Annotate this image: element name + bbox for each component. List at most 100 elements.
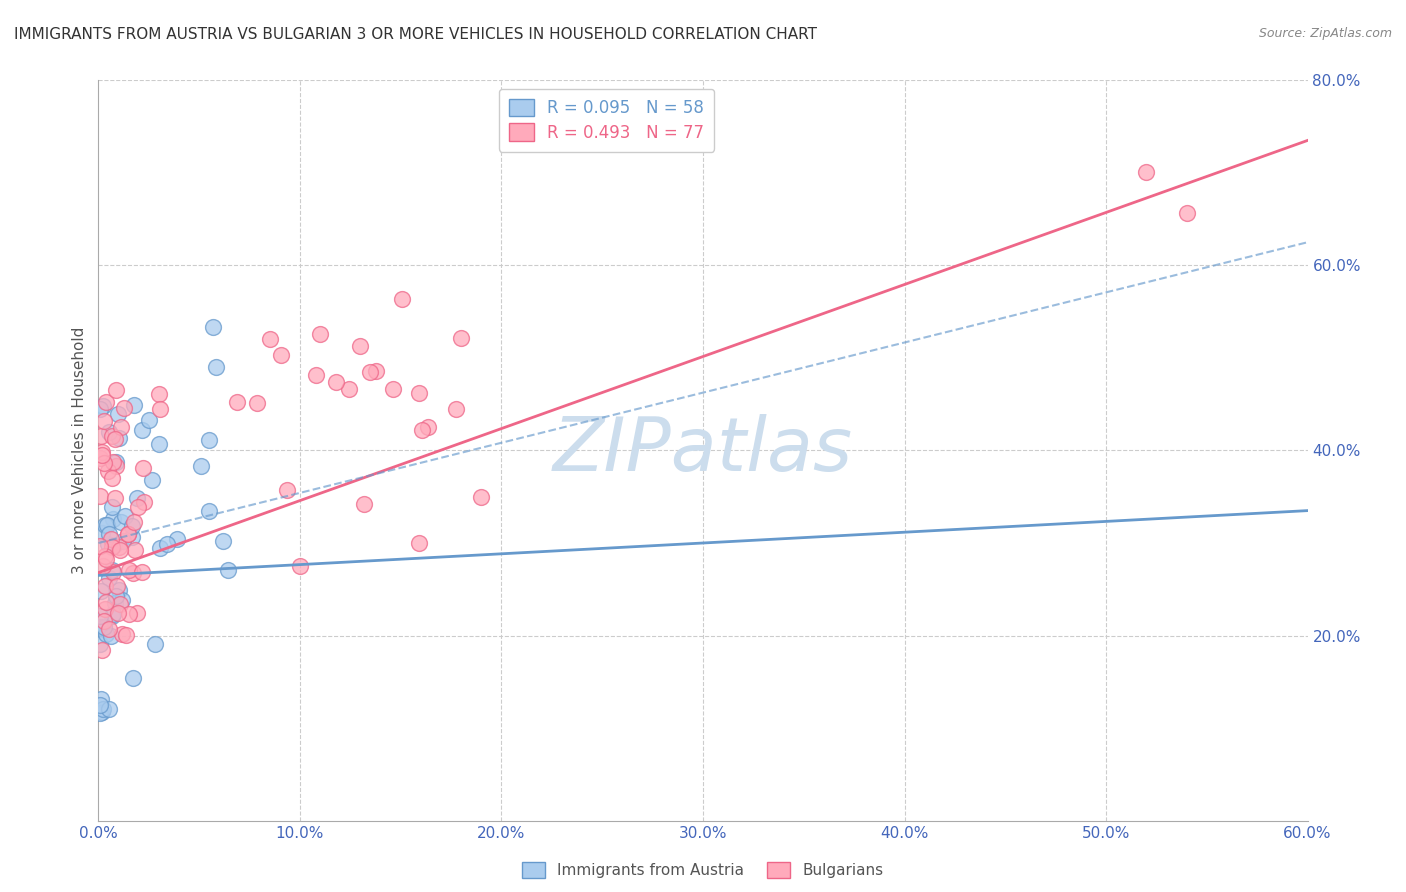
Point — [93, 456, 115, 470]
Point — [288, 558, 311, 573]
Point — [89, 450, 111, 465]
Point — [470, 490, 492, 504]
Point — [276, 483, 298, 498]
Point — [101, 540, 124, 554]
Point — [353, 497, 375, 511]
Point — [97, 464, 120, 478]
Point — [105, 454, 128, 468]
Text: Source: ZipAtlas.com: Source: ZipAtlas.com — [1258, 27, 1392, 40]
Point — [89, 489, 111, 503]
Point — [97, 526, 120, 541]
Legend: R = 0.095   N = 58, R = 0.493   N = 77: R = 0.095 N = 58, R = 0.493 N = 77 — [499, 88, 714, 152]
Point — [108, 543, 131, 558]
Point — [90, 705, 112, 719]
Point — [201, 319, 224, 334]
Point — [270, 348, 292, 362]
Point — [110, 420, 132, 434]
Point — [359, 365, 381, 379]
Point — [121, 566, 143, 580]
Point — [98, 425, 121, 439]
Point — [89, 608, 111, 623]
Point — [450, 331, 472, 345]
Point — [91, 559, 114, 574]
Point — [111, 593, 134, 607]
Point — [90, 429, 112, 443]
Point — [100, 628, 122, 642]
Point — [212, 533, 235, 548]
Point — [1135, 165, 1157, 179]
Point — [101, 428, 124, 442]
Point — [205, 359, 228, 374]
Point — [259, 332, 281, 346]
Point — [131, 566, 153, 580]
Point — [418, 420, 440, 434]
Point — [349, 339, 371, 353]
Point — [1175, 206, 1198, 220]
Point — [89, 698, 111, 712]
Point — [309, 326, 332, 341]
Point — [156, 537, 179, 551]
Point — [127, 500, 149, 515]
Point — [100, 471, 122, 485]
Point — [197, 433, 219, 447]
Point — [103, 607, 125, 621]
Point — [138, 413, 160, 427]
Point — [226, 395, 249, 409]
Point — [108, 597, 131, 611]
Point — [104, 491, 127, 505]
Point — [97, 537, 120, 551]
Point — [366, 364, 388, 378]
Point — [93, 620, 115, 634]
Point — [101, 512, 124, 526]
Point — [108, 431, 131, 445]
Y-axis label: 3 or more Vehicles in Household: 3 or more Vehicles in Household — [72, 326, 87, 574]
Point — [97, 571, 120, 585]
Point — [122, 398, 145, 412]
Point — [96, 595, 118, 609]
Point — [124, 542, 146, 557]
Point — [101, 455, 124, 469]
Point — [97, 622, 120, 636]
Point — [105, 579, 128, 593]
Point — [121, 530, 143, 544]
Point — [93, 614, 115, 628]
Point — [94, 395, 117, 409]
Point — [94, 517, 117, 532]
Point — [107, 606, 129, 620]
Point — [444, 402, 467, 417]
Text: IMMIGRANTS FROM AUSTRIA VS BULGARIAN 3 OR MORE VEHICLES IN HOUSEHOLD CORRELATION: IMMIGRANTS FROM AUSTRIA VS BULGARIAN 3 O… — [14, 27, 817, 42]
Point — [117, 607, 139, 621]
Point — [149, 401, 172, 416]
Point — [94, 552, 117, 566]
Point — [217, 563, 239, 577]
Point — [90, 583, 112, 598]
Point — [89, 402, 111, 417]
Point — [89, 706, 111, 720]
Point — [411, 423, 433, 437]
Point — [94, 602, 117, 616]
Point — [117, 527, 139, 541]
Point — [105, 383, 128, 397]
Point — [111, 626, 134, 640]
Point — [408, 386, 430, 401]
Point — [118, 563, 141, 577]
Point — [131, 423, 153, 437]
Point — [100, 532, 122, 546]
Point — [246, 396, 269, 410]
Point — [101, 608, 124, 623]
Point — [90, 448, 112, 462]
Point — [101, 563, 124, 577]
Point — [89, 638, 111, 652]
Text: ZIPatlas: ZIPatlas — [553, 415, 853, 486]
Point — [125, 606, 148, 620]
Point — [107, 408, 129, 422]
Point — [166, 532, 188, 546]
Point — [91, 445, 114, 459]
Point — [97, 702, 120, 716]
Point — [91, 526, 114, 541]
Point — [132, 461, 155, 475]
Point — [117, 527, 139, 541]
Point — [105, 458, 128, 473]
Point — [96, 627, 118, 641]
Point — [112, 533, 135, 548]
